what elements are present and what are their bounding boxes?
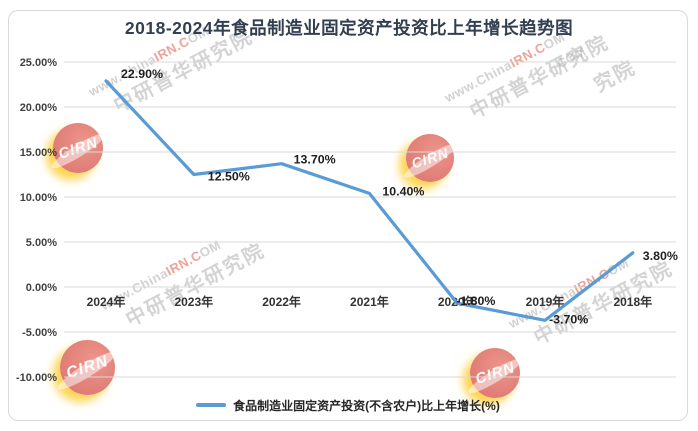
data-point-label: 13.70% — [294, 153, 336, 167]
data-point-label: 3.80% — [643, 249, 678, 263]
data-point-label: 10.40% — [382, 184, 424, 198]
y-axis-tick-label: 20.00% — [20, 102, 58, 114]
data-point-label: -1.80% — [456, 294, 495, 308]
legend-line-marker — [196, 403, 227, 407]
x-axis-label: 2022年 — [262, 294, 301, 309]
y-axis-tick-label: 10.00% — [20, 192, 58, 204]
y-axis-tick-label: 0.00% — [26, 282, 57, 294]
y-axis-tick-label: -10.00% — [16, 372, 57, 384]
data-point-label: -3.70% — [549, 312, 588, 326]
chart-frame — [8, 10, 688, 421]
data-point-label: 22.90% — [121, 67, 163, 81]
data-point-label: 12.50% — [208, 170, 250, 184]
x-axis-label: 2018年 — [613, 294, 652, 309]
x-axis-label: 2019年 — [526, 294, 565, 309]
legend-label: 食品制造业固定资产投资(不含农户)比上年增长(%) — [233, 398, 500, 413]
trend-line — [104, 79, 635, 322]
chart-title: 2018-2024年食品制造业固定资产投资比上年增长趋势图 — [124, 18, 574, 38]
x-axis-label: 2021年 — [350, 294, 389, 309]
x-axis-label: 2023年 — [174, 294, 213, 309]
legend: 食品制造业固定资产投资(不含农户)比上年增长(%) — [8, 395, 688, 415]
x-axis-label: 2024年 — [87, 294, 126, 309]
y-axis-tick-label: 5.00% — [26, 237, 57, 249]
y-axis-tick-label: 25.00% — [20, 57, 58, 69]
y-axis-tick-label: 15.00% — [20, 147, 58, 159]
y-axis-tick-label: -5.00% — [22, 327, 57, 339]
